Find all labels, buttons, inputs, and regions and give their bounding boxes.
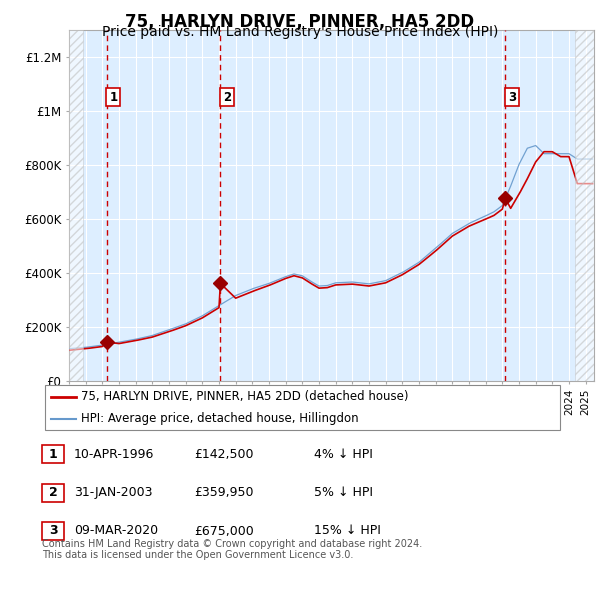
Text: 2: 2 (223, 90, 231, 103)
Text: £142,500: £142,500 (194, 448, 254, 461)
Text: £359,950: £359,950 (194, 486, 254, 499)
Text: 1: 1 (49, 448, 58, 461)
Text: Price paid vs. HM Land Registry's House Price Index (HPI): Price paid vs. HM Land Registry's House … (102, 25, 498, 39)
Bar (69, 30, 83, 381)
Text: 09-MAR-2020: 09-MAR-2020 (74, 525, 158, 537)
Text: 2: 2 (49, 486, 58, 499)
Bar (575, 30, 594, 381)
FancyBboxPatch shape (42, 522, 64, 540)
Text: 75, HARLYN DRIVE, PINNER, HA5 2DD: 75, HARLYN DRIVE, PINNER, HA5 2DD (125, 13, 475, 31)
Text: 5% ↓ HPI: 5% ↓ HPI (314, 486, 373, 499)
Text: £675,000: £675,000 (194, 525, 254, 537)
Text: 10-APR-1996: 10-APR-1996 (74, 448, 154, 461)
Text: 75, HARLYN DRIVE, PINNER, HA5 2DD (detached house): 75, HARLYN DRIVE, PINNER, HA5 2DD (detac… (81, 390, 409, 403)
Text: 15% ↓ HPI: 15% ↓ HPI (314, 525, 381, 537)
Text: 3: 3 (508, 90, 516, 103)
Text: 31-JAN-2003: 31-JAN-2003 (74, 486, 152, 499)
Text: HPI: Average price, detached house, Hillingdon: HPI: Average price, detached house, Hill… (81, 412, 359, 425)
FancyBboxPatch shape (42, 484, 64, 502)
Text: 3: 3 (49, 525, 58, 537)
Text: 1: 1 (109, 90, 118, 103)
FancyBboxPatch shape (44, 385, 560, 430)
FancyBboxPatch shape (42, 445, 64, 463)
Text: Contains HM Land Registry data © Crown copyright and database right 2024.
This d: Contains HM Land Registry data © Crown c… (42, 539, 422, 560)
Text: 4% ↓ HPI: 4% ↓ HPI (314, 448, 373, 461)
